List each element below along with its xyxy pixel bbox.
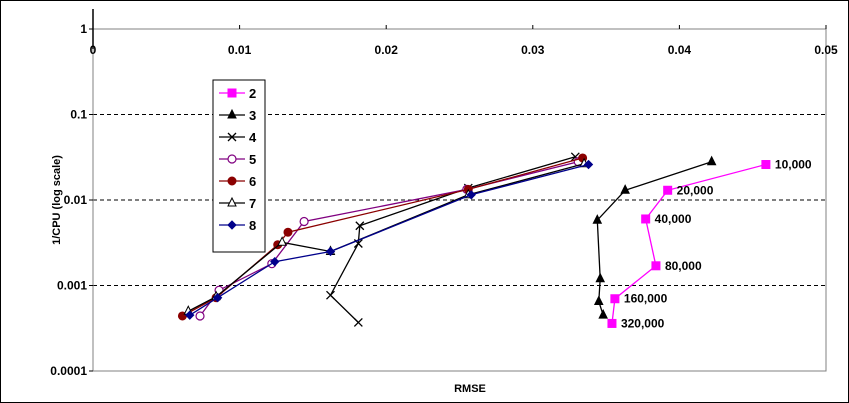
legend-item-7: 7 [219, 196, 256, 211]
data-point [277, 236, 287, 246]
data-point [706, 155, 717, 166]
legend-item-3: 3 [219, 108, 256, 123]
x-axis-tick-labels: 0 0.01 0.02 0.03 0.04 0.05 [90, 9, 838, 57]
series-3 [592, 155, 717, 319]
series-line [187, 163, 585, 312]
series-2 [607, 160, 771, 328]
y-tick-label: 0.001 [57, 279, 87, 293]
data-point [651, 261, 661, 271]
legend-item-8: 8 [219, 218, 256, 233]
point-label: 320,000 [621, 316, 665, 330]
point-label: 40,000 [655, 212, 692, 226]
data-point [195, 311, 205, 321]
data-point [227, 108, 237, 119]
x-tick-label: 0.01 [228, 43, 252, 57]
data-point [620, 184, 630, 194]
legend-label: 5 [249, 152, 256, 167]
point-annotations: 10,000 20,000 40,000 80,000 160,000 320,000 [621, 158, 812, 331]
legend-item-2: 2 [219, 86, 256, 101]
x-tick-label: 0.05 [814, 43, 838, 57]
point-label: 20,000 [677, 183, 714, 197]
y-tick-label: 0.1 [70, 108, 87, 122]
y-axis-tick-labels: 1 0.1 0.01 0.001 0.0001 [50, 22, 93, 378]
legend-item-6: 6 [219, 174, 256, 189]
data-point [227, 132, 237, 142]
data-point [326, 290, 335, 300]
x-tick-label: 0.03 [521, 43, 545, 57]
y-tick-label: 0.01 [64, 193, 88, 207]
legend-label: 7 [249, 196, 256, 211]
data-point [227, 220, 237, 230]
series-8 [185, 159, 594, 320]
legend-label: 4 [249, 130, 257, 145]
data-point [355, 221, 365, 231]
series-group [177, 152, 771, 328]
data-point [641, 214, 651, 224]
series-line [329, 156, 576, 323]
x-tick-label: 0.02 [375, 43, 399, 57]
data-point [607, 318, 617, 328]
y-axis-title: 1/CPU (log scale) [51, 155, 63, 245]
data-point [595, 272, 606, 283]
legend: 2 3 4 5 6 7 8 [212, 79, 266, 253]
data-point [598, 309, 608, 319]
data-point [761, 160, 771, 170]
data-point [325, 246, 336, 257]
data-point [593, 295, 604, 305]
data-point [270, 256, 280, 267]
data-point [212, 292, 223, 303]
point-label: 80,000 [665, 259, 702, 273]
legend-item-5: 5 [219, 152, 256, 167]
point-label: 10,000 [775, 158, 812, 172]
legend-box [212, 79, 266, 253]
data-point [466, 190, 476, 200]
legend-label: 3 [249, 108, 256, 123]
legend-item-4: 4 [219, 130, 257, 145]
x-tick-label: 0.04 [668, 43, 692, 57]
series-line [189, 163, 589, 316]
data-point [227, 176, 237, 186]
data-point [583, 159, 594, 170]
y-tick-label: 1 [80, 22, 87, 36]
data-point [353, 317, 363, 327]
y-tick-label: 0.0001 [50, 364, 87, 378]
data-point [663, 185, 673, 195]
data-point [227, 196, 237, 207]
legend-label: 2 [249, 86, 256, 101]
data-point [227, 154, 237, 164]
legend-label: 8 [249, 218, 256, 233]
data-point [592, 214, 603, 224]
data-point [227, 88, 237, 98]
x-tick-label: 0 [90, 43, 97, 57]
data-point [185, 310, 195, 320]
data-point [283, 227, 293, 237]
data-point [610, 294, 620, 304]
point-label: 160,000 [624, 292, 668, 306]
legend-label: 6 [249, 174, 256, 189]
x-axis-title: RMSE [454, 383, 486, 395]
data-point [299, 216, 309, 227]
